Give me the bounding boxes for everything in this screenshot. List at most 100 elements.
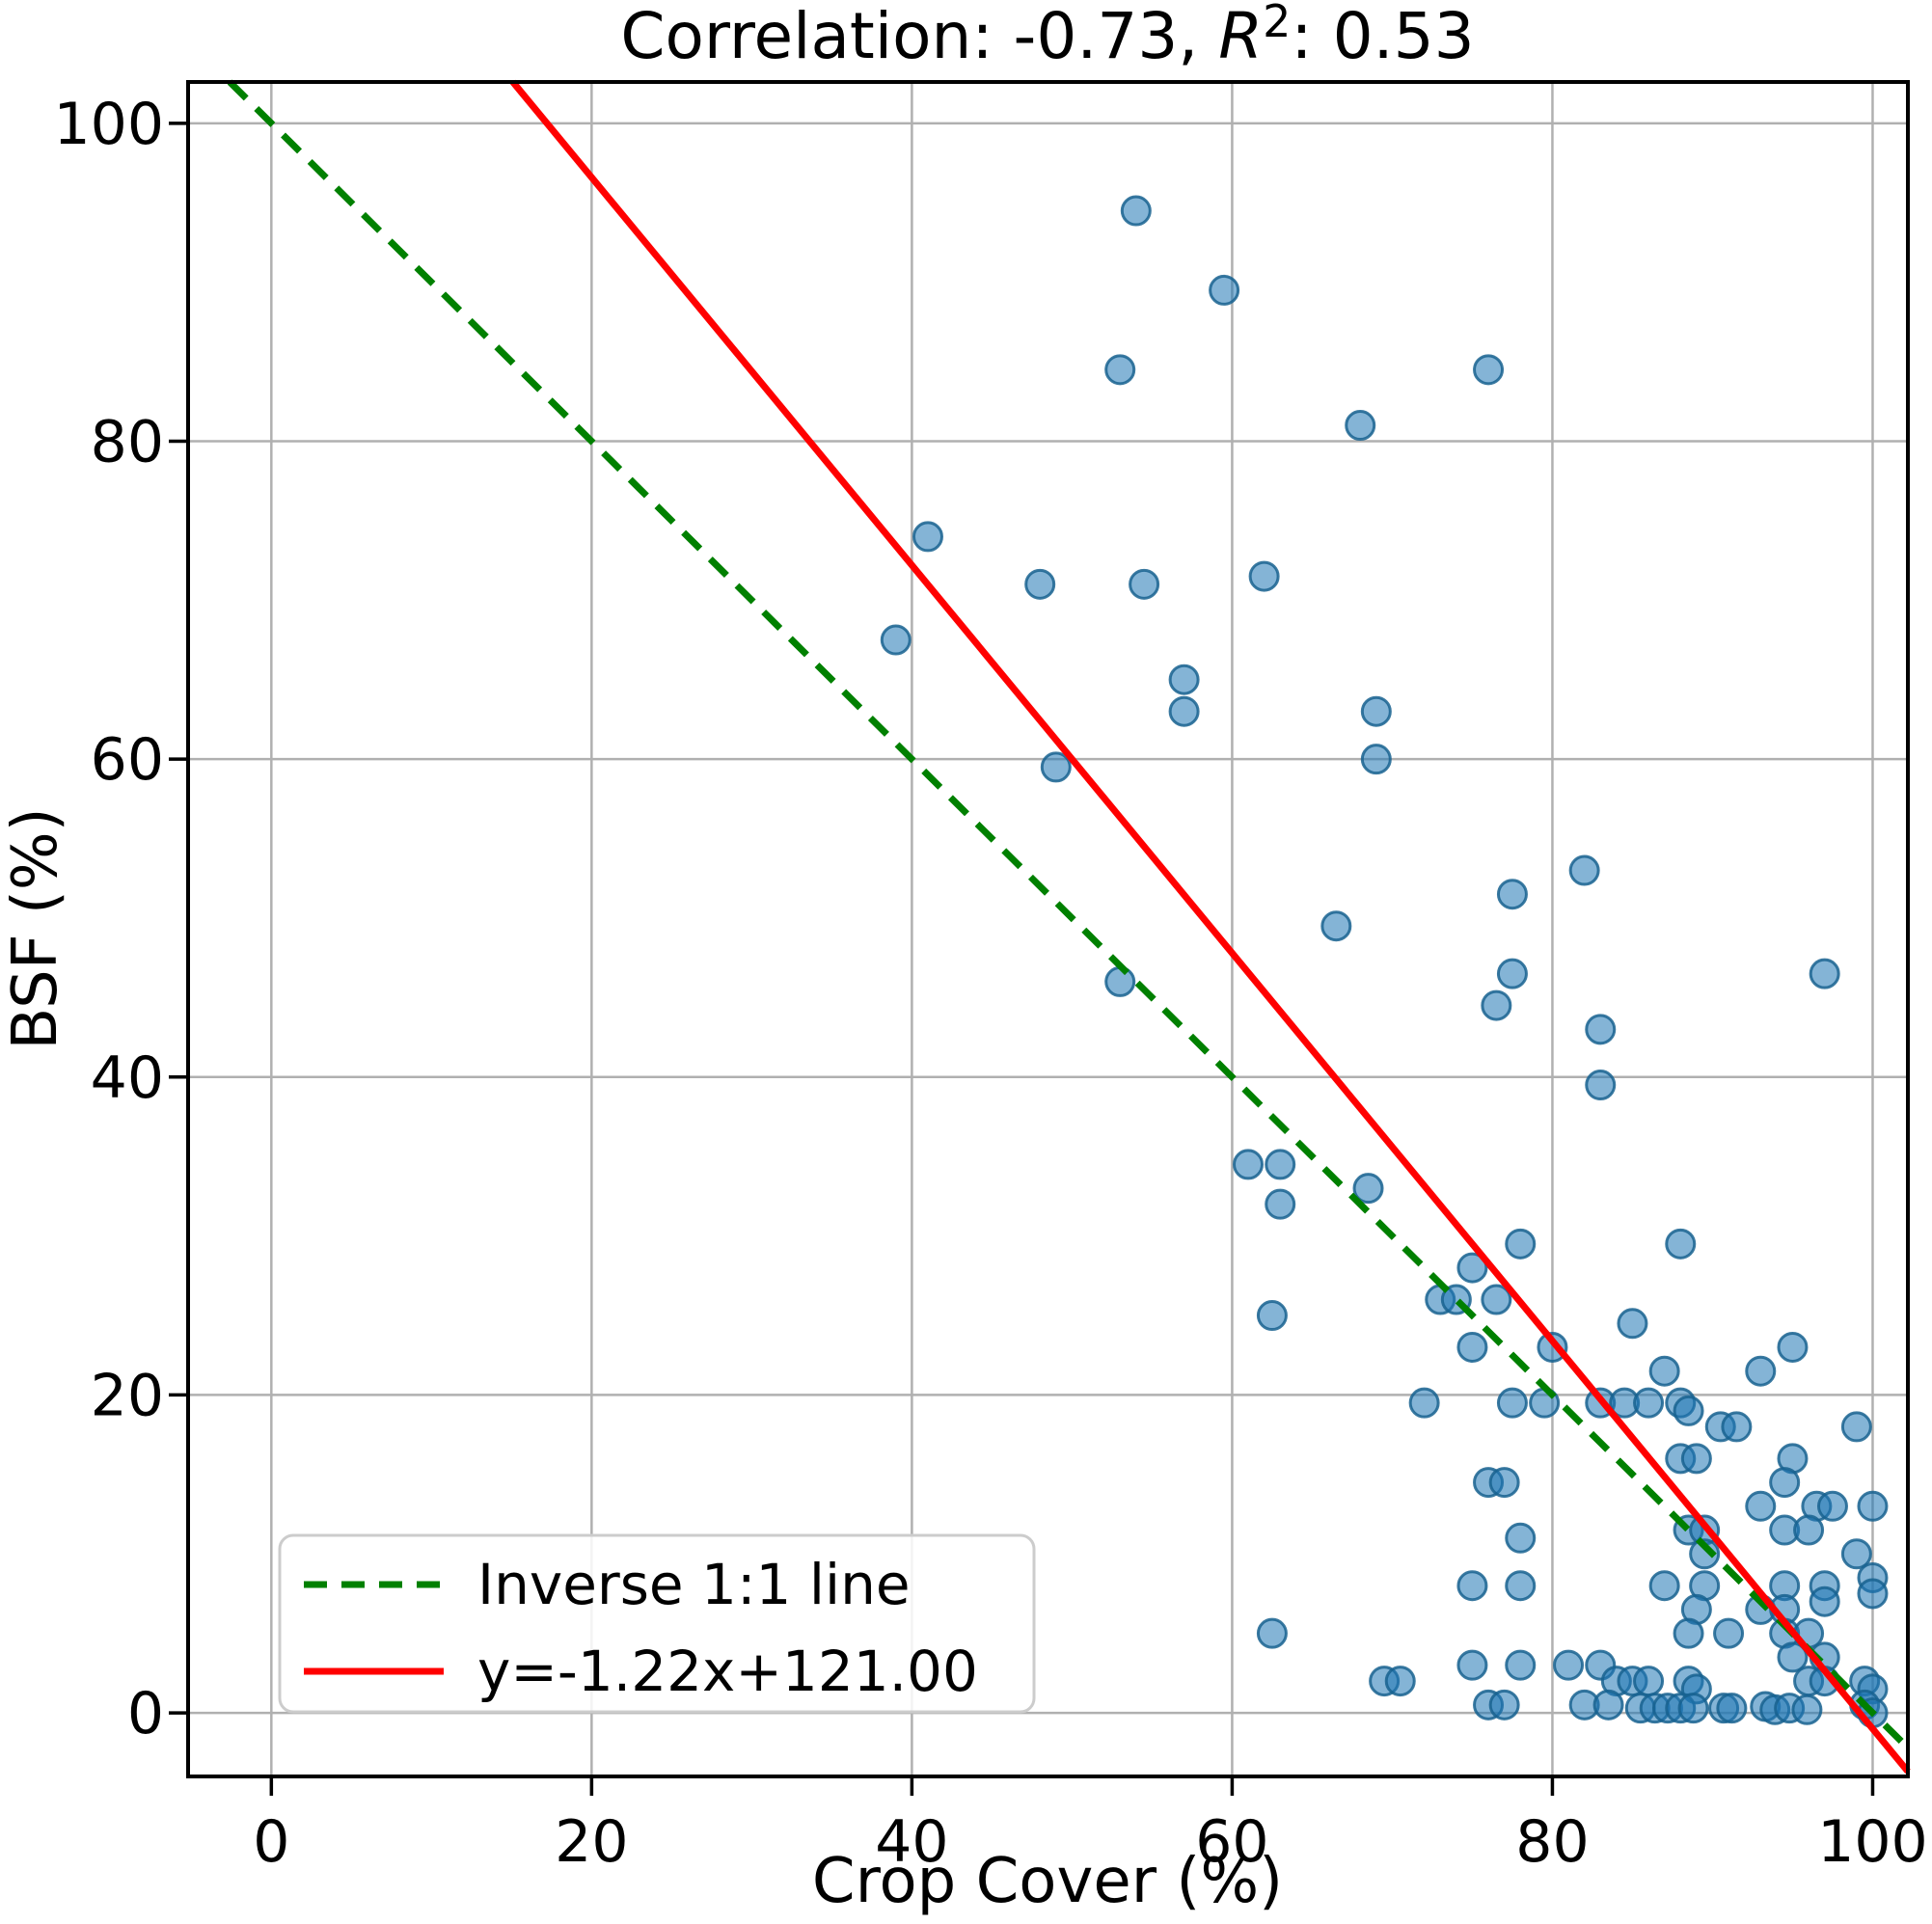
x-tick-label: 40 [875, 1808, 948, 1876]
scatter-point [1713, 1617, 1745, 1649]
scatter-point [1456, 1649, 1488, 1681]
legend-box [278, 1533, 1036, 1714]
scatter-point [1505, 1522, 1537, 1554]
scatter-point [880, 624, 912, 656]
scatter-point [1120, 195, 1152, 227]
inverse-one-to-one-line [227, 79, 1911, 1750]
scatter-point [1209, 274, 1240, 306]
scatter-point [1473, 354, 1505, 386]
scatter-point [1568, 854, 1600, 886]
scatter-point [1777, 1331, 1809, 1363]
gridlines [188, 82, 1908, 1776]
scatter-point [1633, 1666, 1665, 1697]
chart-title: Correlation: -0.73, R2: 0.53 [620, 0, 1474, 73]
y-tick-label: 0 [127, 1680, 164, 1748]
scatter-point [1248, 560, 1280, 592]
scatter-point [1104, 354, 1136, 386]
scatter-point [1840, 1411, 1872, 1443]
scatter-point [1408, 1387, 1440, 1419]
scatter-point [1617, 1308, 1648, 1340]
tick-marks [169, 122, 1875, 1796]
scatter-point [1689, 1538, 1721, 1570]
scatter-point [1384, 1666, 1416, 1697]
scatter-point [1553, 1649, 1585, 1681]
scatter-point [1677, 1693, 1709, 1724]
scatter-point [1648, 1355, 1680, 1387]
scatter-point [1024, 568, 1056, 600]
scatter-point [1745, 1355, 1777, 1387]
scatter-point [1809, 1585, 1840, 1617]
fit-lines [227, 79, 1911, 1775]
scatter-point [1352, 1173, 1384, 1205]
scatter-point [1488, 1467, 1520, 1499]
y-tick-label: 100 [53, 91, 164, 158]
scatter-point [1592, 1689, 1624, 1721]
scatter-point [912, 521, 943, 553]
scatter-point [1456, 1570, 1488, 1602]
scatter-point [1816, 1490, 1848, 1522]
scatter-point [1168, 664, 1200, 695]
scatter-point [1104, 965, 1136, 997]
legend-label-fit-line: y=-1.22x+121.00 [477, 1639, 978, 1704]
x-tick-labels: 0 20 40 60 80 100 [253, 1808, 1928, 1876]
scatter-points [880, 195, 1889, 1729]
scatter-point [1665, 1228, 1697, 1260]
scatter-point [1673, 1617, 1704, 1649]
scatter-point [1320, 910, 1352, 942]
scatter-point [1256, 1617, 1288, 1649]
axes-spines [186, 80, 1910, 1778]
x-tick-label: 80 [1515, 1808, 1589, 1876]
x-tick-label: 100 [1817, 1808, 1928, 1876]
y-tick-label: 20 [91, 1362, 164, 1429]
x-tick-label: 60 [1195, 1808, 1268, 1876]
regression-line [510, 79, 1911, 1775]
scatter-point [1360, 695, 1392, 727]
scatter-point [1481, 1284, 1512, 1315]
scatter-point [1456, 1331, 1488, 1363]
scatter-point [1857, 1578, 1889, 1610]
scatter-point [1745, 1490, 1777, 1522]
scatter-point [1648, 1570, 1680, 1602]
scatter-point [1721, 1411, 1753, 1443]
scatter-point [1505, 1570, 1537, 1602]
y-tick-label: 80 [91, 408, 164, 475]
legend: Inverse 1:1 line y=-1.22x+121.00 [278, 1533, 1036, 1714]
x-tick-label: 20 [555, 1808, 628, 1876]
x-tick-label: 0 [253, 1808, 289, 1876]
scatter-point [1585, 1014, 1617, 1045]
y-axis-label: BSF (%) [0, 807, 71, 1049]
scatter-point [1505, 1228, 1537, 1260]
scatter-point [1168, 695, 1200, 727]
scatter-point [1496, 879, 1528, 910]
legend-label-inverse-line: Inverse 1:1 line [477, 1552, 911, 1617]
y-tick-labels: 0 20 40 60 80 100 [53, 91, 164, 1748]
scatter-point [1265, 1188, 1296, 1220]
scatter-point [1265, 1149, 1296, 1180]
scatter-point [1040, 751, 1072, 783]
scatter-point [1505, 1649, 1537, 1681]
scatter-point [1716, 1693, 1748, 1724]
scatter-point [1680, 1443, 1712, 1475]
scatter-point [1791, 1694, 1823, 1725]
scatter-point [1840, 1538, 1872, 1570]
y-tick-label: 60 [91, 726, 164, 794]
scatter-point [1456, 1252, 1488, 1284]
scatter-point [1129, 568, 1160, 600]
scatter-point [1496, 1387, 1528, 1419]
scatter-point [1769, 1467, 1801, 1499]
scatter-point [1481, 989, 1512, 1021]
scatter-point [1496, 958, 1528, 989]
scatter-point [1233, 1149, 1265, 1180]
x-axis-label: Crop Cover (%) [812, 1846, 1283, 1917]
scatter-point [1360, 744, 1392, 775]
scatter-point [1793, 1514, 1825, 1546]
scatter-point [1633, 1387, 1665, 1419]
scatter-point [1809, 958, 1840, 989]
scatter-point [1777, 1641, 1809, 1673]
scatter-point [1256, 1300, 1288, 1332]
scatter-point [1857, 1490, 1889, 1522]
scatter-point [1345, 410, 1376, 442]
scatter-point [1488, 1689, 1520, 1721]
